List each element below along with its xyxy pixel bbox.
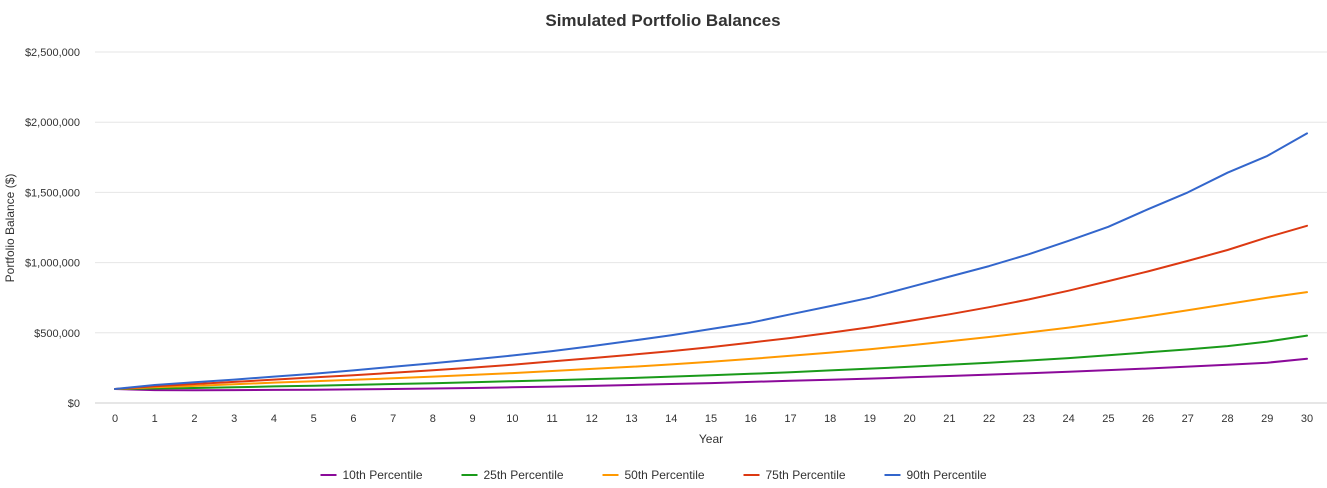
series-lines [114,132,1308,392]
x-tick-label: 22 [983,413,995,425]
x-tick-label: 28 [1221,413,1233,425]
x-tick-label: 14 [665,413,677,425]
series-line-75th-percentile [114,224,1308,390]
legend-label: 90th Percentile [907,468,987,482]
legend-label: 25th Percentile [484,468,564,482]
legend-item[interactable]: 10th Percentile [320,468,423,482]
x-tick-label: 27 [1182,413,1194,425]
y-tick-label: $1,000,000 [25,258,80,270]
legend-item[interactable]: 25th Percentile [461,468,564,482]
x-tick-label: 16 [745,413,757,425]
y-tick-label: $2,500,000 [25,47,80,59]
x-tick-label: 23 [1023,413,1035,425]
x-tick-label: 6 [350,413,356,425]
y-axis-title: Portfolio Balance ($) [3,174,17,283]
x-tick-label: 9 [470,413,476,425]
legend-label: 10th Percentile [343,468,423,482]
x-tick-label: 24 [1062,413,1074,425]
x-tick-label: 30 [1301,413,1313,425]
series-line-10th-percentile [114,357,1308,392]
x-tick-label: 17 [784,413,796,425]
legend-label: 50th Percentile [625,468,705,482]
series-line-25th-percentile [114,334,1308,390]
legend-item[interactable]: 75th Percentile [743,468,846,482]
y-tick-label: $500,000 [34,328,80,340]
x-tick-label: 12 [586,413,598,425]
x-tick-label: 29 [1261,413,1273,425]
y-axis-ticks: $0 $500,000 $1,000,000 $1,500,000 $2,000,000… [25,47,80,410]
x-tick-label: 21 [943,413,955,425]
x-tick-label: 26 [1142,413,1154,425]
gridlines [95,51,1327,404]
x-axis-ticks: 0 1 2 3 4 5 6 7 8 9 10 11 12 13 14 15 16 17 18 19 20 21 22 23 24… [112,413,1313,425]
x-tick-label: 2 [191,413,197,425]
x-tick-label: 18 [824,413,836,425]
x-tick-label: 0 [112,413,118,425]
x-tick-label: 1 [152,413,158,425]
chart-title: Simulated Portfolio Balances [545,11,780,30]
x-tick-label: 4 [271,413,277,425]
y-tick-label: $2,000,000 [25,117,80,129]
x-tick-label: 7 [390,413,396,425]
legend-item[interactable]: 90th Percentile [884,468,987,482]
x-tick-label: 13 [625,413,637,425]
y-tick-label: $1,500,000 [25,187,80,199]
series-line-90th-percentile [114,132,1308,390]
x-axis-title: Year [699,432,723,446]
x-tick-label: 11 [546,413,557,425]
legend-label: 75th Percentile [766,468,846,482]
x-tick-label: 5 [311,413,317,425]
x-tick-label: 19 [864,413,876,425]
x-tick-label: 8 [430,413,436,425]
y-tick-label: $0 [68,398,80,410]
x-tick-label: 3 [231,413,237,425]
series-line-50th-percentile [114,291,1308,390]
x-tick-label: 25 [1102,413,1114,425]
x-tick-label: 10 [506,413,518,425]
legend-item[interactable]: 50th Percentile [602,468,705,482]
x-tick-label: 20 [904,413,916,425]
legend: 10th Percentile 25th Percentile 50th Perce… [320,468,987,482]
x-tick-label: 15 [705,413,717,425]
